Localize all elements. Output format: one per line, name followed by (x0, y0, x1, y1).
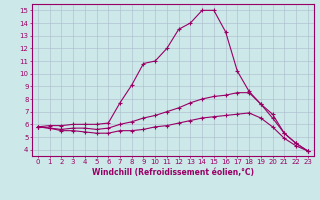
X-axis label: Windchill (Refroidissement éolien,°C): Windchill (Refroidissement éolien,°C) (92, 168, 254, 177)
